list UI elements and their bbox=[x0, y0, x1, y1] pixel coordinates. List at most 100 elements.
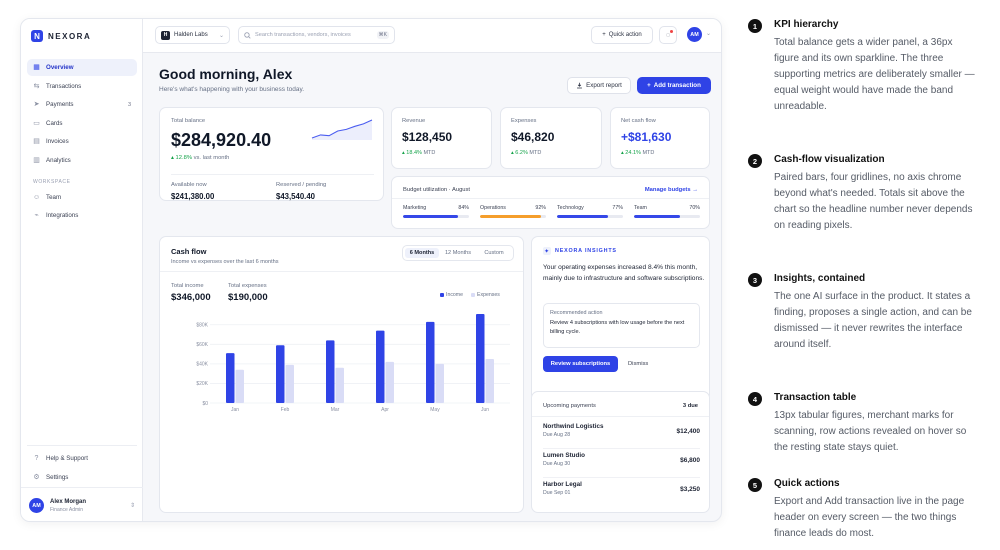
sidebar-item-overview[interactable]: ▦ Overview bbox=[27, 59, 137, 76]
export-label: Export report bbox=[586, 82, 622, 89]
chevron-down-icon[interactable]: ⌄ bbox=[706, 31, 712, 37]
bar-expenses-jan[interactable] bbox=[235, 369, 245, 403]
page-subtitle: Here's what's happening with your busine… bbox=[159, 86, 305, 93]
swap-icon: ⇆ bbox=[33, 82, 40, 90]
sidebar-item-cards[interactable]: ▭ Cards bbox=[27, 115, 137, 132]
brand[interactable]: N NEXORA bbox=[31, 29, 91, 43]
payment-row[interactable]: Lumen Studio Due Aug 30 $6,800 bbox=[543, 452, 700, 474]
avatar[interactable]: AM bbox=[687, 27, 702, 42]
chart-legend: Income Expenses bbox=[440, 292, 500, 298]
sidebar-item-transactions[interactable]: ⇆ Transactions bbox=[27, 78, 137, 95]
upcoming-payments-card: Upcoming payments 3 due Northwind Logist… bbox=[531, 391, 710, 513]
kpi-label: Net cash flow bbox=[621, 118, 656, 124]
sidebar-item-payments[interactable]: ➤ Payments 3 bbox=[27, 96, 137, 113]
payment-row[interactable]: Northwind Logistics Due Aug 28 $12,400 bbox=[543, 423, 700, 445]
bar-income-feb[interactable] bbox=[276, 345, 285, 403]
avatar: AM bbox=[29, 498, 44, 513]
range-custom[interactable]: Custom bbox=[484, 250, 504, 256]
kpi-delta: ▴ 18.4% MTD bbox=[402, 150, 435, 156]
upcoming-due-count: 3 due bbox=[682, 403, 698, 409]
legend-swatch bbox=[440, 292, 444, 297]
user-role: Finance Admin bbox=[50, 506, 84, 513]
review-subscriptions-button[interactable]: Review subscriptions bbox=[543, 356, 618, 372]
org-switcher[interactable]: H Halden Labs ⌄ bbox=[155, 26, 230, 44]
quick-action-label: Quick action bbox=[608, 32, 642, 38]
topbar: H Halden Labs ⌄ Search transactions, ven… bbox=[143, 19, 721, 53]
legend-swatch bbox=[471, 292, 476, 297]
note-title: Transaction table bbox=[774, 392, 857, 403]
bar-income-may[interactable] bbox=[426, 321, 435, 403]
search-input[interactable]: Search transactions, vendors, invoices ⌘… bbox=[238, 26, 395, 44]
reserved-value: $43,540.40 bbox=[276, 192, 316, 201]
divider bbox=[543, 477, 700, 478]
divider bbox=[171, 174, 374, 175]
note-title: KPI hierarchy bbox=[774, 19, 839, 30]
budget-item-marketing: Marketing 84% bbox=[403, 205, 469, 218]
gear-icon: ⚙ bbox=[33, 473, 40, 481]
cash-flow-title: Cash flow bbox=[171, 247, 207, 256]
bar-income-apr[interactable] bbox=[376, 330, 385, 403]
bell-icon: ◌ bbox=[665, 31, 671, 39]
sidebar-item-invoices[interactable]: ▤ Invoices bbox=[27, 133, 137, 150]
bar-expenses-mar[interactable] bbox=[335, 367, 345, 403]
sidebar-item-label: Invoices bbox=[46, 138, 69, 146]
budget-track bbox=[403, 215, 469, 218]
trend-up-icon: ▴ bbox=[621, 150, 624, 156]
org-logo: H bbox=[161, 30, 170, 40]
brand-name: NEXORA bbox=[48, 31, 92, 41]
bar-income-jan[interactable] bbox=[226, 353, 235, 403]
note-number: 2 bbox=[748, 154, 762, 168]
bar-income-mar[interactable] bbox=[326, 340, 335, 403]
budget-label: Team bbox=[634, 205, 647, 211]
sidebar-item-team[interactable]: ☺ Team bbox=[27, 189, 137, 206]
org-name: Halden Labs bbox=[174, 32, 208, 38]
sidebar-item-integrations[interactable]: ⌁ Integrations bbox=[27, 207, 137, 224]
total-expenses: Total expenses $190,000 bbox=[228, 283, 268, 303]
recommended-action: Recommended action Review 4 subscription… bbox=[543, 303, 700, 348]
sidebar-item-label: Transactions bbox=[46, 82, 82, 90]
kpi-card-revenue: Revenue $128,450 ▴ 18.4% MTD bbox=[391, 107, 492, 169]
balance-label: Total balance bbox=[171, 118, 206, 124]
plug-icon: ⌁ bbox=[34, 212, 39, 220]
user-menu[interactable]: AM Alex Morgan Finance Admin ⇕ bbox=[21, 487, 143, 521]
balance-delta-suffix: vs. last month bbox=[193, 155, 230, 161]
sidebar-item-analytics[interactable]: ▥ Analytics bbox=[27, 152, 137, 169]
grid-icon: ▦ bbox=[33, 64, 40, 71]
insights-finding: Your operating expenses increased 8.4% t… bbox=[543, 264, 705, 283]
shortcut-badge: ⌘K bbox=[376, 31, 389, 39]
sidebar-item-settings[interactable]: ⚙ Settings bbox=[27, 469, 137, 486]
trend-up-icon: ▴ bbox=[511, 150, 514, 156]
payments-count-badge: 3 bbox=[127, 101, 131, 108]
sidebar-item-label: Team bbox=[46, 193, 62, 201]
bar-expenses-jun[interactable] bbox=[485, 359, 495, 403]
dismiss-button[interactable]: Dismiss bbox=[628, 361, 649, 367]
reserved-pending: Reserved / pending $43,540.40 bbox=[276, 182, 326, 201]
budget-percent: 77% bbox=[612, 205, 623, 211]
bar-expenses-may[interactable] bbox=[435, 363, 445, 403]
add-transaction-button[interactable]: + Add transaction bbox=[637, 77, 711, 94]
export-report-button[interactable]: Export report bbox=[567, 77, 631, 94]
sidebar: N NEXORA ▦ Overview ⇆ Transactions ➤ Pay… bbox=[21, 19, 143, 521]
bar-expenses-apr[interactable] bbox=[385, 361, 395, 403]
note-number: 1 bbox=[748, 19, 762, 33]
notification-dot bbox=[670, 30, 673, 33]
note-title: Insights, contained bbox=[774, 273, 866, 284]
search-icon bbox=[244, 31, 251, 39]
cash-flow-subtitle: Income vs expenses over the last 6 month… bbox=[171, 259, 279, 265]
card-icon: ▭ bbox=[33, 119, 40, 127]
payment-row[interactable]: Harbor Legal Due Sep 01 $3,250 bbox=[543, 481, 700, 503]
budget-fill bbox=[634, 215, 681, 218]
note-body: Paired bars, four gridlines, no axis chr… bbox=[774, 172, 973, 231]
quick-action-button[interactable]: + Quick action bbox=[591, 26, 653, 44]
range-12-months[interactable]: 12 Months bbox=[444, 250, 472, 256]
sparkle-icon: ✦ bbox=[543, 247, 551, 255]
bar-income-jun[interactable] bbox=[476, 314, 485, 403]
notifications-button[interactable]: ◌ bbox=[659, 26, 677, 44]
budget-percent: 92% bbox=[535, 205, 546, 211]
sidebar-item-help[interactable]: ? Help & Support bbox=[27, 450, 137, 467]
kpi-delta-suffix: MTD bbox=[423, 150, 436, 156]
bar-expenses-feb[interactable] bbox=[285, 364, 295, 403]
manage-budgets-link[interactable]: Manage budgets → bbox=[644, 187, 698, 193]
range-6-months[interactable]: 6 Months bbox=[405, 248, 439, 258]
team-icon: ☺ bbox=[33, 193, 41, 201]
